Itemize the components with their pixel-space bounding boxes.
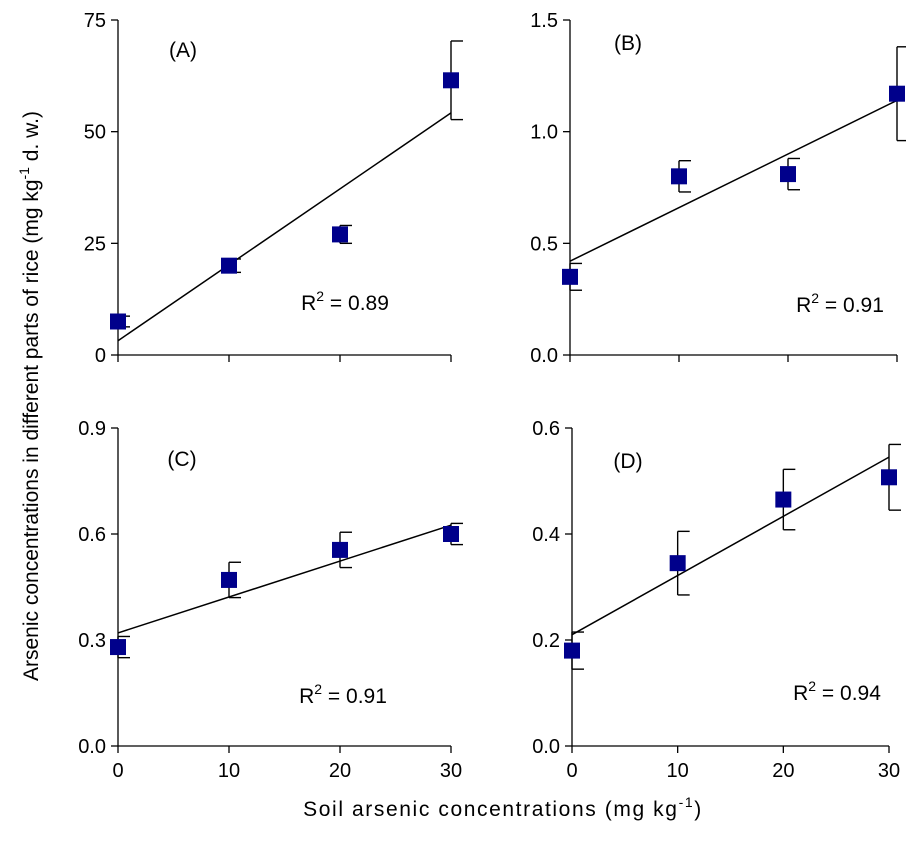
y-tick-label: 0.3 xyxy=(78,630,106,652)
r-squared-base: R xyxy=(301,292,316,315)
y-tick-label: 75 xyxy=(84,10,106,32)
panel-label: (A) xyxy=(169,39,197,62)
panel-2: 0.0 0.5 1.0 1.5 (B) R2 = 0.91 xyxy=(530,10,906,367)
y-axis-label-sup: -1 xyxy=(16,167,32,180)
r-squared-value: = 0.94 xyxy=(816,682,881,705)
r-squared-base: R xyxy=(793,682,808,705)
y-tick-label: 1.0 xyxy=(530,122,558,144)
panel-label: (C) xyxy=(167,448,196,471)
data-point xyxy=(775,491,792,508)
data-point xyxy=(562,268,578,285)
x-tick-label: 10 xyxy=(218,760,240,782)
r-squared-sup: 2 xyxy=(314,681,322,697)
data-point xyxy=(443,72,459,89)
y-tick-label: 50 xyxy=(84,122,106,144)
y-tick-label: 25 xyxy=(84,233,106,255)
y-tick-label: 0.6 xyxy=(532,418,560,440)
data-point xyxy=(671,168,687,185)
data-point xyxy=(110,313,126,330)
y-tick-label: 0.4 xyxy=(532,524,560,546)
data-point xyxy=(110,639,126,656)
x-tick-label: 30 xyxy=(440,760,462,782)
x-tick-label: 0 xyxy=(112,760,123,782)
x-axis-label: Soil arsenic concentrations (mg kg-1) xyxy=(303,794,703,821)
y-tick-label: 0.6 xyxy=(78,524,106,546)
r-squared-sup: 2 xyxy=(811,290,819,306)
data-point xyxy=(443,526,459,542)
y-tick-label: 0.2 xyxy=(532,630,560,652)
panel-3: 0.0 0.3 0.6 0.9 0 10 20 30 (C) R2 = 0.91 xyxy=(78,418,463,782)
panel-label: (D) xyxy=(613,450,642,473)
x-axis-label-sup: -1 xyxy=(679,794,695,810)
r-squared-value: = 0.91 xyxy=(819,294,884,317)
r-squared-label: R2 = 0.94 xyxy=(793,678,881,705)
y-tick-label: 0.9 xyxy=(78,418,106,440)
panel-1: 0 25 50 75 (A) R2 = 0.89 xyxy=(84,10,463,367)
panel-label: (B) xyxy=(614,32,642,55)
r-squared-value: = 0.89 xyxy=(324,292,389,315)
regression-line xyxy=(569,99,898,262)
x-tick-label: 30 xyxy=(878,760,900,782)
data-point xyxy=(564,642,580,659)
y-tick-label: 0.0 xyxy=(78,736,106,758)
r-squared-label: R2 = 0.89 xyxy=(301,288,389,315)
x-tick-label: 20 xyxy=(329,760,351,782)
x-axis-label-text: Soil arsenic concentrations (mg kg xyxy=(303,798,678,821)
data-point xyxy=(881,469,897,486)
x-tick-label: 10 xyxy=(667,760,689,782)
data-point xyxy=(669,555,686,572)
r-squared-value: = 0.91 xyxy=(322,685,387,708)
data-point xyxy=(332,226,348,243)
r-squared-sup: 2 xyxy=(316,288,324,304)
x-axis-label-end: ) xyxy=(694,798,703,821)
y-tick-label: 1.5 xyxy=(530,10,558,32)
y-axis-label: Arsenic concentrations in different part… xyxy=(16,111,43,681)
regression-line xyxy=(117,524,452,634)
y-tick-label: 0.0 xyxy=(530,345,558,367)
r-squared-base: R xyxy=(796,294,811,317)
x-tick-label: 20 xyxy=(772,760,794,782)
r-squared-label: R2 = 0.91 xyxy=(796,290,884,317)
regression-line xyxy=(571,456,890,636)
r-squared-base: R xyxy=(299,685,314,708)
data-point xyxy=(221,257,237,274)
y-axis-label-text: Arsenic concentrations in different part… xyxy=(20,179,43,681)
y-tick-label: 0 xyxy=(95,345,106,367)
r-squared-label: R2 = 0.91 xyxy=(299,681,387,708)
r-squared-sup: 2 xyxy=(808,678,816,694)
y-tick-label: 0.0 xyxy=(532,736,560,758)
data-point xyxy=(332,541,348,558)
data-point xyxy=(889,85,905,102)
y-axis-label-end: d. w.) xyxy=(20,111,43,167)
data-point xyxy=(221,571,237,588)
panel-4: 0.0 0.2 0.4 0.6 0 10 20 30 (D) R2 = 0.94 xyxy=(532,418,901,782)
data-point xyxy=(780,166,796,183)
x-tick-label: 0 xyxy=(566,760,577,782)
y-tick-label: 0.5 xyxy=(530,233,558,255)
regression-line xyxy=(117,112,452,342)
